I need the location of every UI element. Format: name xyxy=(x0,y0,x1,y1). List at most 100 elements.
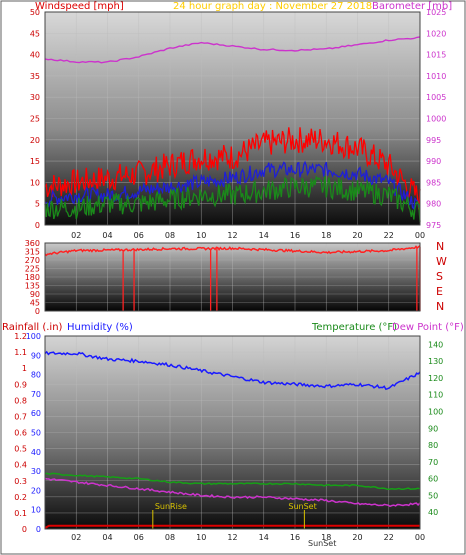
humidity-tick-label: 100 xyxy=(26,332,41,341)
humidity-tick-label: 70 xyxy=(31,390,41,399)
barometer-tick-label: 1020 xyxy=(426,29,446,38)
x-tick-label: 08 xyxy=(165,533,175,542)
rainfall-axis-title: Rainfall (.in) xyxy=(2,322,63,333)
x-tick-label: 04 xyxy=(102,533,112,542)
x-tick-label: 02 xyxy=(71,231,81,240)
dewpoint-axis-title: Dew Point (°F) xyxy=(392,322,464,333)
direction-tick-label: 90 xyxy=(30,290,40,299)
rainfall-tick-label: 0.7 xyxy=(14,412,27,421)
temperature-tick-label: 80 xyxy=(428,441,438,450)
barometer-tick-label: 1025 xyxy=(426,8,446,17)
wind-direction-line xyxy=(44,245,421,257)
rainfall-tick-label: 0.4 xyxy=(14,461,27,470)
graph-title: 24 hour graph day : November 27 2018 xyxy=(173,1,372,12)
temperature-tick-label: 130 xyxy=(428,357,443,366)
direction-tick-label: 270 xyxy=(25,256,40,265)
windspeed-tick-label: 20 xyxy=(30,136,40,145)
barometer-line xyxy=(44,36,421,64)
x-tick-label: 12 xyxy=(227,231,237,240)
wind-panel-series xyxy=(44,36,421,222)
rainfall-tick-label: 0.3 xyxy=(14,477,27,486)
windspeed-tick-label: 50 xyxy=(30,8,40,17)
temperature-tick-label: 50 xyxy=(428,491,438,500)
rainfall-tick-label: 0.2 xyxy=(14,493,27,502)
x-tick-label: 20 xyxy=(352,231,362,240)
x-tick-label: 14 xyxy=(259,533,269,542)
direction-tick-label: 135 xyxy=(25,282,40,291)
humidity-tick-label: 60 xyxy=(31,409,41,418)
x-tick-label: 08 xyxy=(165,231,175,240)
windspeed-tick-label: 30 xyxy=(30,93,40,102)
x-tick-label: 12 xyxy=(227,533,237,542)
x-tick-label: 10 xyxy=(196,533,206,542)
temperature-tick-label: 70 xyxy=(428,458,438,467)
windspeed-tick-label: 35 xyxy=(30,72,40,81)
temperature-line xyxy=(44,472,421,491)
barometer-tick-label: 1015 xyxy=(426,51,446,60)
x-tick-label: 22 xyxy=(384,533,394,542)
direction-tick-label: 180 xyxy=(25,273,40,282)
compass-label: N xyxy=(436,240,444,253)
temperature-tick-label: 140 xyxy=(428,340,443,349)
sunrise-label: SunRise xyxy=(155,502,187,511)
windspeed-tick-label: 10 xyxy=(30,178,40,187)
dewpoint-line xyxy=(44,477,421,508)
x-tick-label: 00 xyxy=(415,231,425,240)
humidity-panel-border xyxy=(44,335,421,530)
temperature-tick-label: 40 xyxy=(428,508,438,517)
humidity-axis-title: Humidity (%) xyxy=(67,322,133,333)
windspeed-tick-label: 45 xyxy=(30,29,40,38)
barometer-tick-label: 1010 xyxy=(426,72,446,81)
humidity-tick-label: 50 xyxy=(31,429,41,438)
wind-average-line xyxy=(44,160,420,211)
direction-tick-label: 360 xyxy=(25,239,40,248)
rainfall-line xyxy=(44,524,420,529)
rainfall-tick-label: 0.1 xyxy=(14,509,27,518)
compass-label: E xyxy=(436,285,443,298)
x-tick-label: 02 xyxy=(71,533,81,542)
x-tick-label: 06 xyxy=(134,231,144,240)
windspeed-tick-label: 15 xyxy=(30,157,40,166)
x-tick-label: 00 xyxy=(415,533,425,542)
x-tick-label: 10 xyxy=(196,231,206,240)
compass-label: W xyxy=(436,255,447,268)
temperature-tick-label: 100 xyxy=(428,408,443,417)
barometer-axis-title: Barometer [mb] xyxy=(372,1,452,12)
humidity-tick-label: 30 xyxy=(31,467,41,476)
x-tick-label: 16 xyxy=(290,231,300,240)
compass-label: N xyxy=(436,300,444,313)
barometer-tick-label: 975 xyxy=(426,221,441,230)
wind-min-line xyxy=(44,175,421,222)
direction-tick-label: 315 xyxy=(25,248,40,257)
x-tick-label: 04 xyxy=(102,231,112,240)
x-tick-label: 06 xyxy=(134,533,144,542)
windspeed-tick-label: 40 xyxy=(30,51,40,60)
barometer-tick-label: 995 xyxy=(426,136,441,145)
footer-sunset-label: SunSet xyxy=(308,539,336,548)
humidity-line xyxy=(44,350,421,391)
rainfall-tick-label: 1 xyxy=(22,364,27,373)
humidity-tick-label: 0 xyxy=(36,525,41,534)
windspeed-axis-title: Windspeed [mph] xyxy=(35,1,124,12)
wind-panel-border xyxy=(44,11,421,226)
compass-label: S xyxy=(436,270,443,283)
x-tick-label: 18 xyxy=(321,231,331,240)
x-tick-label: 18 xyxy=(321,533,331,542)
windspeed-tick-label: 5 xyxy=(35,200,40,209)
barometer-tick-label: 990 xyxy=(426,157,441,166)
temperature-tick-label: 120 xyxy=(428,374,443,383)
barometer-tick-label: 1005 xyxy=(426,93,446,102)
humidity-tick-label: 20 xyxy=(31,486,41,495)
direction-panel-border xyxy=(44,242,421,312)
barometer-tick-label: 980 xyxy=(426,200,441,209)
rainfall-tick-label: 1.2 xyxy=(14,332,27,341)
windspeed-tick-label: 0 xyxy=(35,221,40,230)
rainfall-tick-label: 0.8 xyxy=(14,396,27,405)
humidity-panel-ticks: 0 0.1 0.2 0.3 0.4 0.5 0.6 0.7 0.8 0.9 1 1.1 1.2 0 10 20… xyxy=(14,332,443,542)
humidity-tick-label: 90 xyxy=(31,351,41,360)
humidity-tick-label: 80 xyxy=(31,371,41,380)
x-tick-label: 14 xyxy=(259,231,269,240)
